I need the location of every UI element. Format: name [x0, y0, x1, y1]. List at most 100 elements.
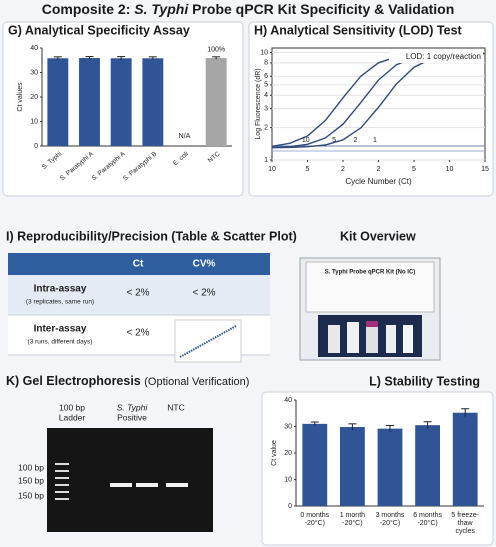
- annotation: LOD: 1 copy/reaction: [406, 52, 481, 61]
- bar: [415, 425, 441, 506]
- bar: [339, 427, 365, 506]
- bar: [110, 58, 132, 146]
- y-tick-label: 10: [260, 49, 268, 56]
- ladder-band: [55, 484, 69, 486]
- y-tick-label: 0: [34, 143, 38, 150]
- vial: [328, 325, 340, 353]
- ladder-band: [55, 463, 69, 465]
- x-tick-label: -20°C): [342, 519, 362, 527]
- lane-label: S. Typhi: [117, 402, 149, 412]
- bar: [452, 412, 478, 506]
- y-tick-label: 10: [284, 476, 292, 483]
- y-tick-label: 4: [264, 92, 268, 99]
- size-label: 150 bp: [18, 475, 44, 485]
- bar: [142, 58, 164, 146]
- x-tick-label: thaw: [458, 520, 474, 527]
- size-label: 100 bp: [18, 462, 44, 472]
- lane-label: NTC: [167, 402, 184, 412]
- y-tick-label: 0: [288, 503, 292, 510]
- x-tick-label: 5: [412, 166, 416, 173]
- x-tick-label: 2: [341, 166, 345, 173]
- title-part: Composite 2:: [42, 1, 131, 17]
- y-axis-label: Ct value: [271, 440, 278, 466]
- thumbnail-points: [179, 325, 237, 358]
- vial: [366, 325, 378, 353]
- bar: [47, 58, 69, 146]
- x-tick-label: -20°C): [417, 519, 437, 527]
- y-tick-label: 3: [264, 106, 268, 113]
- cell: < 2%: [126, 328, 149, 339]
- curve-label: 10: [302, 137, 310, 144]
- x-tick-label: -20°C): [305, 519, 325, 527]
- curve-label: 2: [353, 137, 357, 144]
- vial-cap: [366, 321, 378, 327]
- gel-bands: [55, 463, 188, 500]
- y-axis-label: Ct values: [17, 82, 24, 112]
- y-tick-label: 30: [30, 69, 38, 76]
- title-part: S. Typhi: [134, 1, 189, 17]
- kit-title: Kit Overview: [340, 229, 416, 243]
- y-tick-label: 2: [264, 124, 268, 131]
- main-title: Composite 2: S. Typhi Probe qPCR Kit Spe…: [42, 1, 455, 17]
- x-tick-label: -20°C): [380, 519, 400, 527]
- row-label: Inter-assay: [34, 324, 87, 335]
- lane-label: Positive: [117, 412, 147, 422]
- x-tick-label: 15: [481, 166, 489, 173]
- gel-title: K) Gel Electrophoresis (Optional Verific…: [6, 374, 249, 388]
- y-tick-label: 10: [30, 118, 38, 125]
- y-tick-label: 1: [264, 157, 268, 164]
- x-tick-label: 10: [446, 166, 454, 173]
- vial: [386, 325, 396, 353]
- row-label: Intra-assay: [34, 284, 87, 295]
- bar: [377, 428, 403, 506]
- column-header: CV%: [193, 259, 216, 270]
- x-tick-label: 10: [268, 166, 276, 173]
- cell: < 2%: [126, 288, 149, 299]
- bar: [205, 58, 227, 146]
- bar: [79, 58, 100, 146]
- x-tick-label: 5 freeze-: [451, 512, 479, 519]
- y-tick-label: 5: [264, 82, 268, 89]
- y-tick-label: 20: [30, 94, 38, 101]
- y-tick-label: 8: [264, 60, 268, 67]
- x-tick-label: 2: [377, 166, 381, 173]
- y-tick-label: 20: [284, 450, 292, 457]
- y-tick-label: 6: [264, 73, 268, 80]
- section-title: I) Reproducibility/Precision (Table & Sc…: [6, 229, 297, 243]
- scatter-thumbnail: [174, 319, 242, 363]
- x-tick-label: 0 months: [300, 512, 329, 519]
- y-tick-label: 40: [284, 397, 292, 404]
- annotation-box: [389, 50, 483, 63]
- product-band: [136, 483, 158, 487]
- lane-label: 100 bp: [59, 402, 85, 412]
- row-note: (3 runs, different days): [28, 339, 93, 346]
- column-header: Ct: [133, 259, 144, 270]
- ladder-band: [55, 498, 69, 500]
- annotation: 100%: [207, 47, 225, 54]
- x-axis-label: Cycle Number (Ct): [345, 177, 412, 186]
- size-label: 150 bp: [18, 490, 44, 500]
- ladder-band: [55, 477, 69, 479]
- product-band: [166, 483, 188, 487]
- x-tick-label: 1 month: [340, 512, 365, 519]
- table-row: [8, 275, 270, 315]
- row-note: (3 replicates, same run): [26, 299, 94, 306]
- curve-label: 1: [373, 137, 377, 144]
- y-axis-label: Log Fluorescence (dR): [255, 68, 262, 139]
- kit-lid: [305, 261, 435, 313]
- lane-label: Ladder: [59, 412, 86, 422]
- kit-label: S. Typhi Probe qPCR Kit (No IC): [325, 270, 416, 276]
- product-band: [110, 483, 132, 487]
- panel-l-title: L) Stability Testing: [369, 374, 480, 388]
- title-part: Probe qPCR Kit Specificity & Validation: [192, 1, 454, 17]
- table-header: [8, 253, 270, 275]
- panel-title: G) Analytical Specificity Assay: [8, 23, 190, 37]
- kit-image: S. Typhi Probe qPCR Kit (No IC): [299, 257, 441, 361]
- x-tick-label: 6 months: [413, 512, 442, 519]
- bar: [302, 423, 328, 506]
- ladder-band: [55, 491, 69, 493]
- y-tick-label: 30: [284, 423, 292, 430]
- vial: [347, 322, 359, 353]
- y-tick-label: 40: [30, 45, 38, 52]
